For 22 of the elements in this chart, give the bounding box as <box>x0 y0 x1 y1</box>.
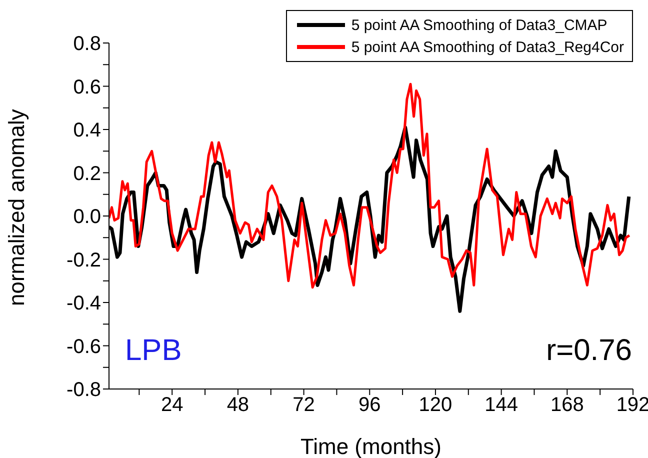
y-tick-label: 0.0 <box>73 206 101 228</box>
x-tick-label: 48 <box>226 394 250 416</box>
x-tick-label: 24 <box>160 394 184 416</box>
y-tick-label: -0.4 <box>66 292 101 315</box>
y-tick-label: -0.2 <box>66 249 101 272</box>
annotation: LPB <box>125 334 182 368</box>
y-tick-label: 0.4 <box>73 120 101 142</box>
x-tick-label: 120 <box>418 394 452 416</box>
y-tick-label: 0.2 <box>73 162 101 185</box>
x-tick-label: 72 <box>292 394 315 416</box>
y-tick-label: -0.6 <box>66 336 101 358</box>
legend-label: 5 point AA Smoothing of Data3_CMAP <box>351 16 608 34</box>
annotation: r=0.76 <box>546 334 632 368</box>
y-tick-label: 0.8 <box>73 33 101 56</box>
y-tick-label: 0.6 <box>73 76 101 98</box>
x-tick-label: 168 <box>550 394 584 416</box>
y-axis-title: normalized anomaly <box>4 109 29 306</box>
line-series <box>109 82 631 289</box>
x-tick-label: 96 <box>358 394 381 416</box>
y-tick-label: -0.8 <box>66 379 101 402</box>
legend-label: 5 point AA Smoothing of Data3_Reg4Cor <box>351 38 624 56</box>
x-tick-label: 144 <box>484 394 518 416</box>
